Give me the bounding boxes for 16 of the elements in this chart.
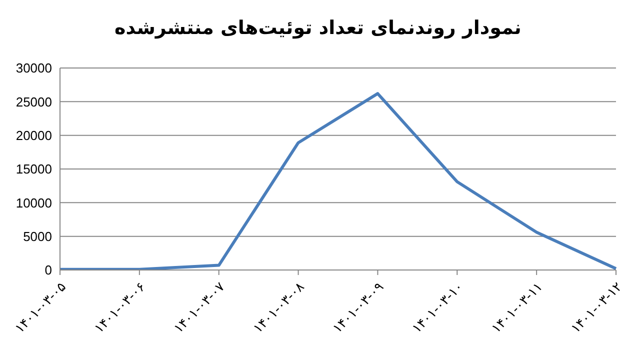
x-tick-label: ۱۴۰۱-۰۳-۰۷ bbox=[171, 280, 228, 336]
x-tick-label: ۱۴۰۱-۰۳-۰۸ bbox=[250, 280, 308, 336]
y-tick-label: 10000 bbox=[16, 195, 52, 210]
x-tick-label: ۱۴۰۱-۰۳-۰۵ bbox=[12, 280, 70, 336]
x-tick-label: ۱۴۰۱-۰۳-۱۰ bbox=[410, 280, 466, 336]
y-tick-label: 5000 bbox=[23, 228, 52, 244]
chart-title: نمودار روندنمای تعداد توئیت‌های منتشرشده bbox=[114, 16, 522, 41]
y-tick-label: 0 bbox=[44, 262, 52, 278]
x-tick-label: ۱۴۰۱-۰۳-۱۲ bbox=[568, 280, 626, 336]
x-tick-label: ۱۴۰۱-۰۳-۱۱ bbox=[489, 280, 546, 336]
y-tick-label: 30000 bbox=[16, 60, 52, 76]
x-tick-label: ۱۴۰۱-۰۳-۰۶ bbox=[92, 280, 149, 336]
x-tick-label: ۱۴۰۱-۰۳-۰۹ bbox=[330, 280, 388, 336]
y-tick-label: 25000 bbox=[16, 94, 52, 110]
y-tick-label: 20000 bbox=[16, 128, 52, 143]
y-tick-label: 15000 bbox=[16, 162, 52, 177]
